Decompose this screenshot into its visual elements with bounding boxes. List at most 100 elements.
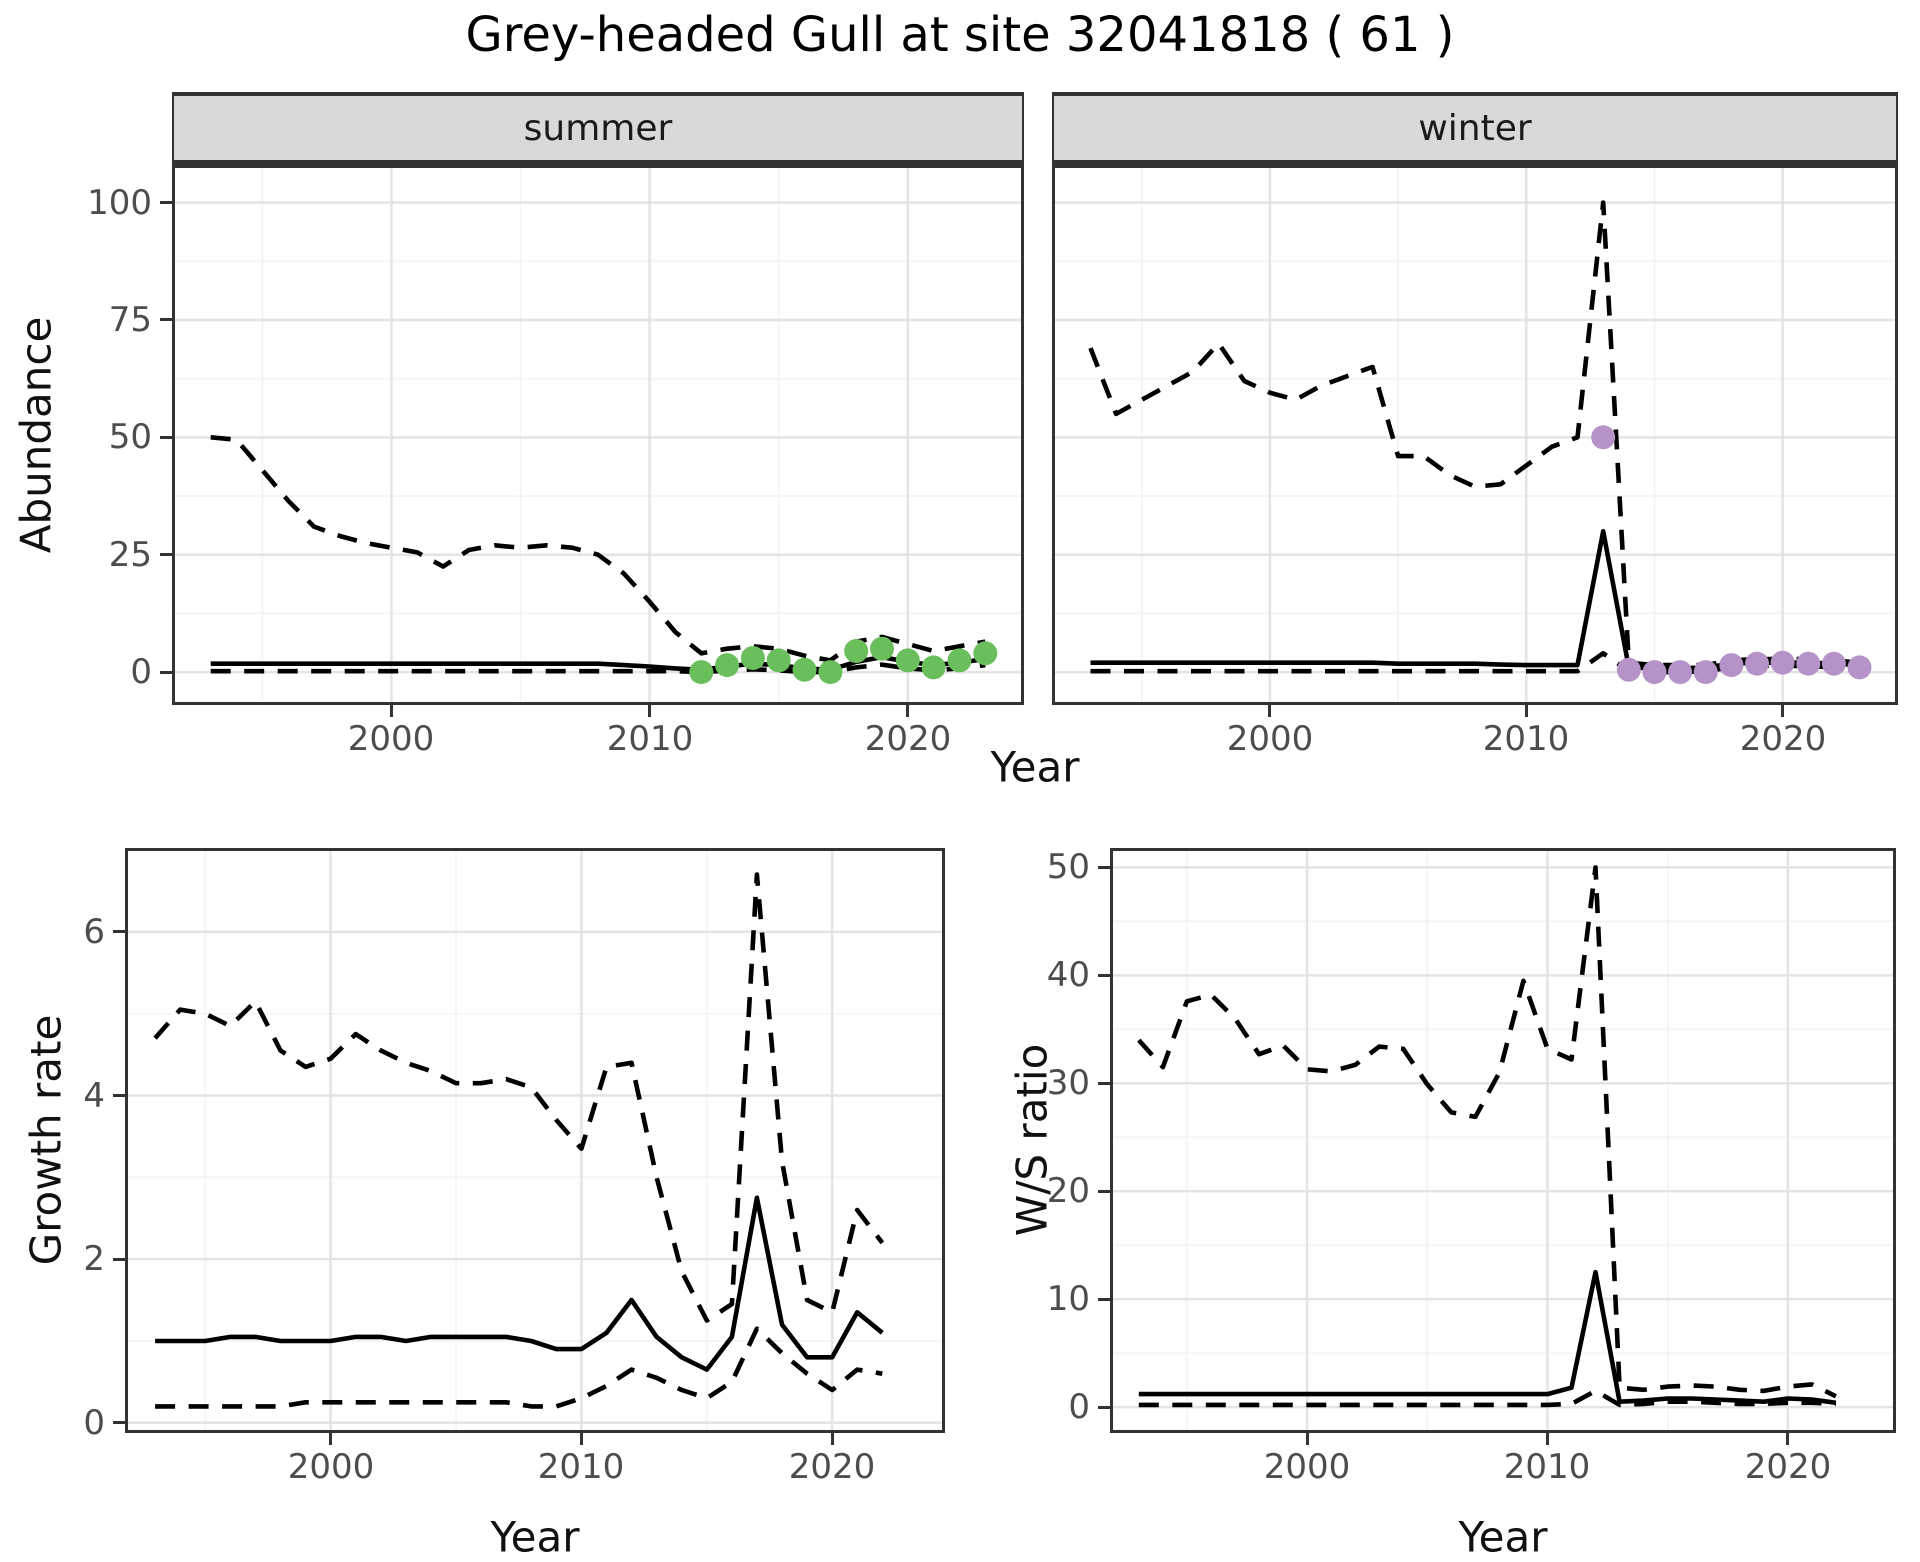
summer-observed-count-point	[689, 660, 714, 685]
summer-y-tick-label: 0	[130, 652, 152, 692]
y-tick-mark	[113, 1258, 125, 1261]
summer-x-tick-label: 2020	[864, 719, 952, 759]
y-tick-mark	[160, 318, 172, 321]
summer-observed-count-point	[895, 648, 920, 673]
summer-observed-count-point	[947, 648, 972, 673]
winter-upper-ci-line	[1088, 200, 1860, 668]
summer-plot-area	[172, 165, 1024, 705]
y-tick-mark	[1098, 1406, 1110, 1409]
winter-observed-count-point	[1745, 651, 1769, 676]
ws-x-tick-label: 2000	[1263, 1447, 1351, 1487]
y-tick-mark	[160, 201, 172, 204]
summer-observed-count-point	[818, 660, 843, 685]
growth-rate-axis-title: Growth rate	[21, 1014, 71, 1266]
facet-strip-summer: summer	[172, 92, 1024, 165]
ws-y-tick-label: 20	[1046, 1171, 1090, 1211]
ws-upper-ci-line	[1137, 865, 1837, 1399]
winter-x-tick-label: 2010	[1482, 719, 1570, 759]
growth-panel-border	[125, 848, 945, 1433]
y-tick-mark	[113, 1094, 125, 1097]
summer-estimate-line	[210, 654, 986, 673]
summer-observed-count-point	[740, 646, 765, 670]
summer-y-tick-label: 75	[108, 300, 152, 340]
summer-y-tick-label: 25	[108, 535, 152, 575]
winter-observed-count-point	[1821, 651, 1846, 676]
winter-observed-count-point	[1616, 657, 1641, 682]
ws-x-tick-label: 2010	[1503, 1447, 1591, 1487]
winter-plot-area	[1052, 165, 1898, 705]
ws-y-tick-label: 50	[1046, 847, 1090, 887]
growth-estimate-line	[155, 1195, 884, 1372]
winter-observed-count-point	[1719, 653, 1744, 678]
y-tick-mark	[113, 930, 125, 933]
x-tick-mark	[1306, 1433, 1309, 1445]
ws-y-tick-label: 0	[1068, 1387, 1090, 1427]
y-tick-mark	[1098, 1298, 1110, 1301]
growth-y-tick-label: 0	[83, 1403, 105, 1443]
y-tick-mark	[1098, 1082, 1110, 1085]
y-tick-mark	[1098, 1190, 1110, 1193]
summer-observed-count-point	[973, 641, 998, 666]
summer-panel-border	[172, 165, 1024, 705]
x-tick-mark	[1525, 705, 1528, 717]
winter-panel-border	[1052, 165, 1898, 705]
x-tick-mark	[1786, 1433, 1789, 1445]
x-tick-mark	[648, 705, 651, 717]
summer-observed-count-point	[792, 657, 817, 682]
ws-x-tick-label: 2020	[1744, 1447, 1832, 1487]
ws-plot-area	[1110, 848, 1896, 1433]
growth-x-tick-label: 2000	[287, 1447, 375, 1487]
abundance-axis-title: Abundance	[11, 316, 61, 554]
facet-strip-winter-label: winter	[1418, 107, 1532, 149]
x-tick-mark	[390, 705, 393, 717]
summer-observed-count-point	[766, 648, 791, 673]
growth-plot-area	[125, 848, 945, 1433]
summer-y-tick-label: 50	[108, 417, 152, 457]
winter-observed-count-point	[1668, 660, 1693, 685]
ws-estimate-line	[1138, 1269, 1837, 1406]
y-tick-mark	[160, 553, 172, 556]
summer-upper-ci-line	[210, 435, 986, 663]
summer-observed-count-point	[715, 653, 740, 678]
y-tick-mark	[1098, 866, 1110, 869]
summer-observed-count-point	[870, 636, 894, 661]
x-tick-mark	[1268, 705, 1271, 717]
growth-x-tick-label: 2020	[788, 1447, 876, 1487]
y-tick-mark	[1098, 974, 1110, 977]
ws-panel-border	[1110, 848, 1896, 1433]
summer-x-tick-label: 2010	[606, 719, 694, 759]
facet-strip-summer-label: summer	[523, 107, 673, 149]
y-tick-mark	[160, 436, 172, 439]
summer-observed-count-point	[921, 655, 946, 680]
winter-observed-count-point	[1796, 651, 1821, 676]
x-tick-mark	[1546, 1433, 1549, 1445]
growth-y-tick-label: 6	[83, 912, 105, 952]
summer-x-tick-label: 2000	[347, 719, 435, 759]
x-tick-mark	[329, 1433, 332, 1445]
bottom-right-year-axis-title: Year	[1458, 1512, 1548, 1562]
facet-strip-winter: winter	[1052, 92, 1898, 165]
figure-title: Grey-headed Gull at site 32041818 ( 61 )	[465, 7, 1455, 63]
y-tick-mark	[160, 671, 172, 674]
winter-x-tick-label: 2000	[1226, 719, 1314, 759]
x-tick-mark	[580, 1433, 583, 1445]
ws-y-tick-label: 10	[1046, 1279, 1090, 1319]
x-tick-mark	[831, 1433, 834, 1445]
summer-lower-ci-line	[210, 662, 986, 675]
ws-y-tick-label: 40	[1046, 955, 1090, 995]
winter-observed-count-point	[1693, 660, 1718, 685]
ws-y-tick-label: 30	[1046, 1063, 1090, 1103]
bottom-left-year-axis-title: Year	[490, 1512, 580, 1562]
top-year-axis-title: Year	[990, 742, 1080, 792]
summer-y-tick-label: 100	[87, 183, 152, 223]
ws-lower-ci-line	[1138, 1388, 1837, 1408]
y-tick-mark	[113, 1421, 125, 1424]
x-tick-mark	[1781, 705, 1784, 717]
winter-estimate-line	[1090, 529, 1860, 671]
winter-observed-count-point	[1642, 660, 1667, 685]
growth-y-tick-label: 2	[83, 1239, 105, 1279]
x-tick-mark	[906, 705, 909, 717]
winter-observed-count-point	[1591, 425, 1616, 450]
winter-x-tick-label: 2020	[1739, 719, 1827, 759]
